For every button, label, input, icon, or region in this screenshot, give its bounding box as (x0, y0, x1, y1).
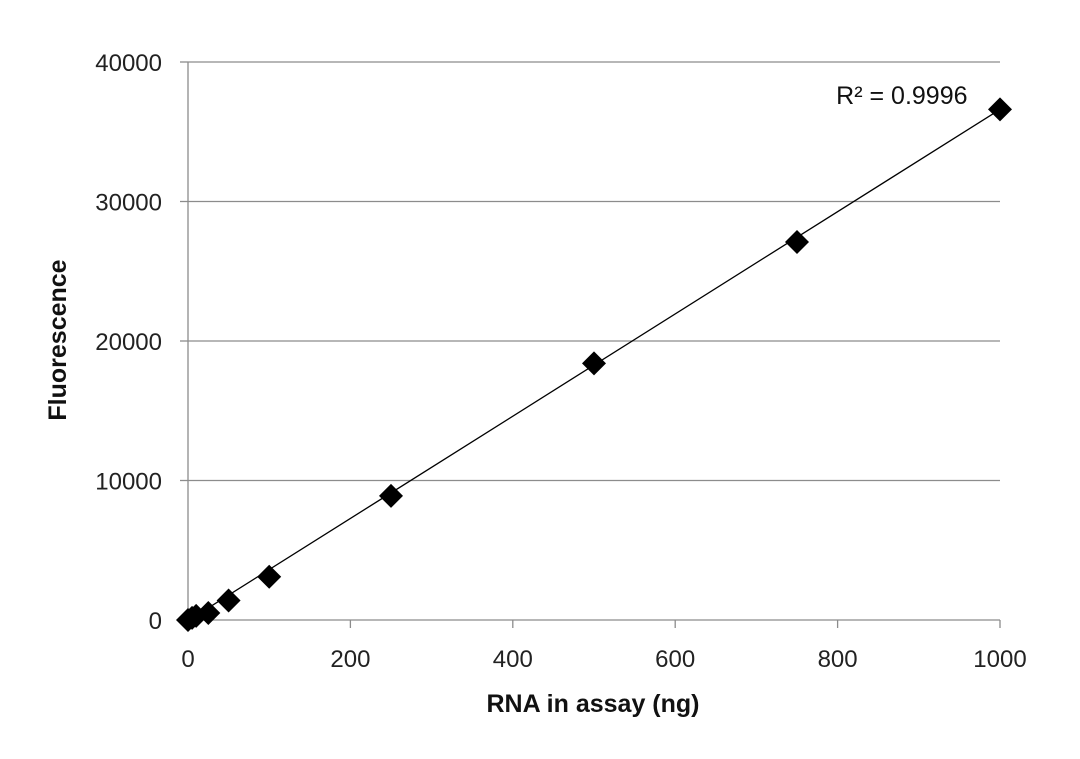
annotations: R² = 0.9996 (836, 82, 967, 110)
r-squared-annotation: R² = 0.9996 (836, 82, 967, 110)
x-tick-label-800: 800 (818, 646, 858, 673)
x-tick-labels: 0 200 400 600 800 1000 (181, 620, 1027, 673)
grid-lines (188, 61, 1000, 482)
x-tick-label-600: 600 (655, 646, 695, 673)
data-point-50 (216, 588, 241, 613)
data-point-250 (379, 483, 403, 508)
y-tick-label-20000: 20000 (95, 329, 162, 356)
data-point-100 (257, 564, 282, 589)
data-point-25 (196, 601, 221, 626)
y-tick-label-0: 0 (149, 608, 162, 635)
data-point-750 (785, 229, 809, 254)
y-tick-label-30000: 30000 (95, 190, 162, 217)
x-tick-label-1000: 1000 (973, 646, 1026, 673)
x-tick-label-400: 400 (493, 646, 533, 673)
data-point-1000 (988, 97, 1012, 122)
y-tick-label-40000: 40000 (95, 50, 162, 77)
data-points (176, 97, 1012, 632)
x-tick-label-200: 200 (330, 646, 370, 673)
x-tick-label-0: 0 (181, 646, 194, 673)
x-axis-title: RNA in assay (ng) (486, 690, 699, 718)
y-axis-title: Fluorescence (44, 259, 72, 420)
y-tick-labels: 0 10000 20000 30000 40000 (95, 50, 188, 635)
data-point-500 (582, 351, 606, 376)
y-tick-label-10000: 10000 (95, 469, 162, 496)
